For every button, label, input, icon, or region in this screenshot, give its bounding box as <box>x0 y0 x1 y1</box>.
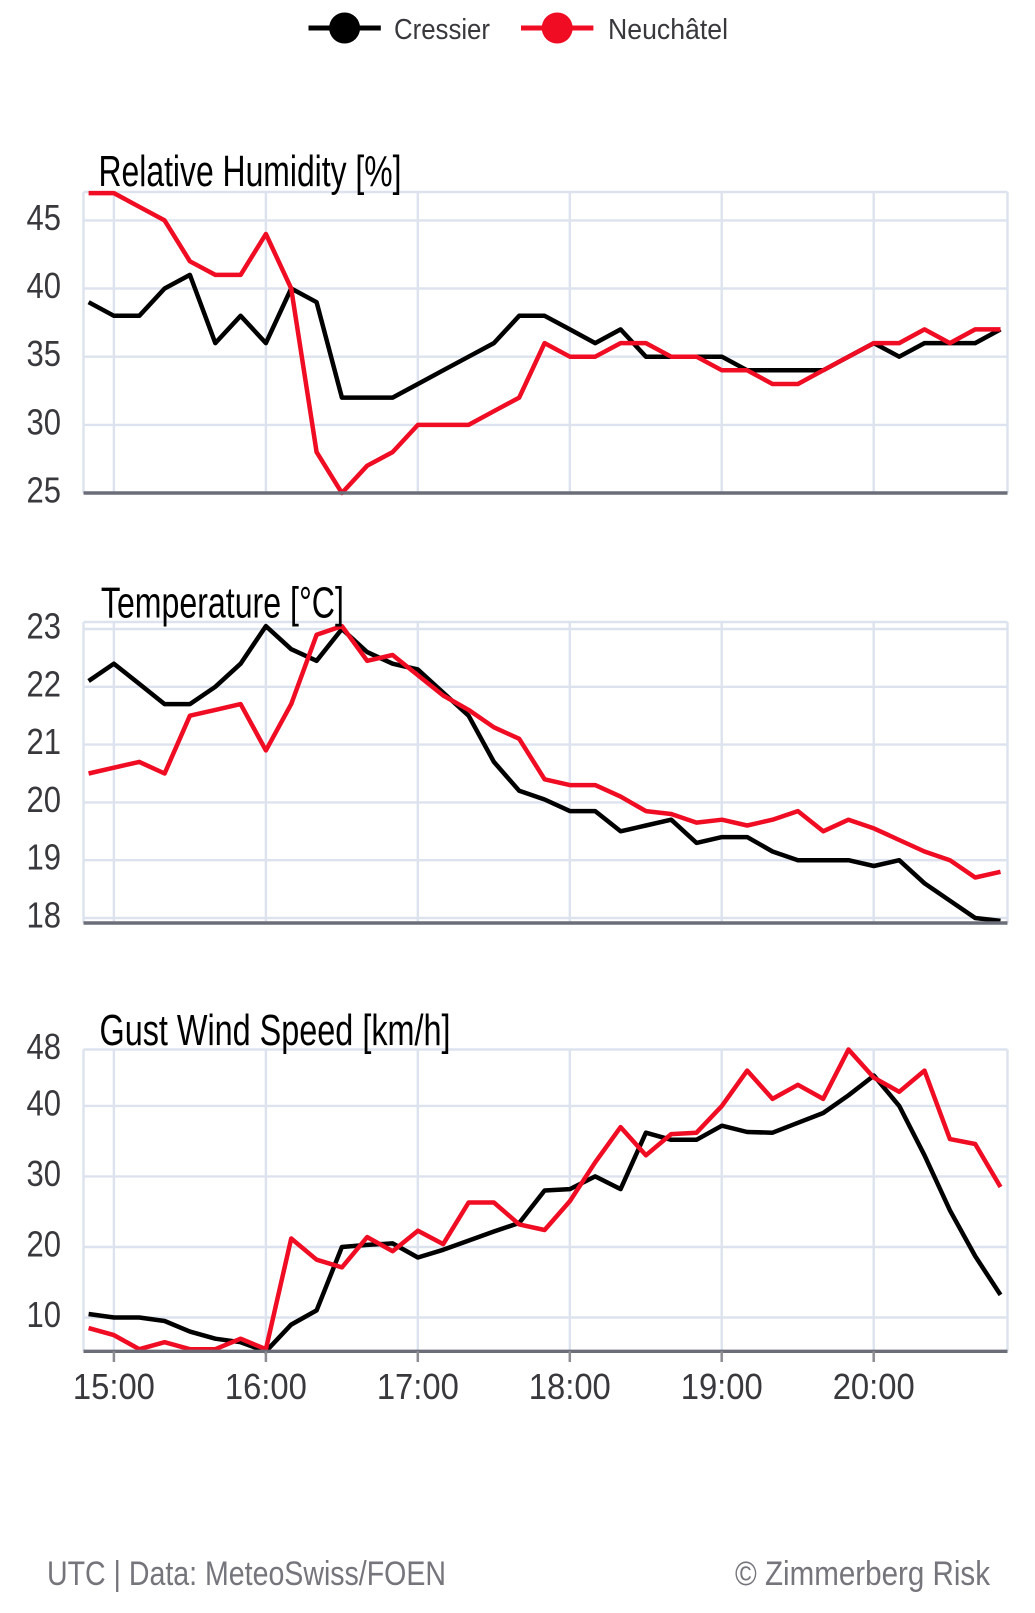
svg-text:Relative Humidity [%]: Relative Humidity [%] <box>99 148 402 196</box>
svg-text:17:00: 17:00 <box>377 1366 459 1407</box>
svg-text:15:00: 15:00 <box>73 1366 155 1407</box>
svg-text:10: 10 <box>27 1294 62 1335</box>
svg-text:18:00: 18:00 <box>529 1366 611 1407</box>
svg-text:20: 20 <box>27 779 62 820</box>
svg-text:48: 48 <box>27 1026 62 1067</box>
svg-text:Gust Wind Speed [km/h]: Gust Wind Speed [km/h] <box>100 1007 451 1055</box>
svg-text:Cressier: Cressier <box>394 14 490 46</box>
svg-text:16:00: 16:00 <box>225 1366 307 1407</box>
svg-text:40: 40 <box>27 265 62 306</box>
svg-text:22: 22 <box>27 663 62 704</box>
svg-text:35: 35 <box>27 333 62 374</box>
svg-text:20: 20 <box>27 1223 62 1264</box>
svg-text:45: 45 <box>27 197 62 238</box>
svg-text:40: 40 <box>27 1082 62 1123</box>
svg-text:UTC | Data: MeteoSwiss/FOEN: UTC | Data: MeteoSwiss/FOEN <box>47 1555 446 1593</box>
svg-text:19:00: 19:00 <box>681 1366 763 1407</box>
svg-text:© Zimmerberg Risk: © Zimmerberg Risk <box>735 1555 991 1593</box>
svg-text:18: 18 <box>27 895 62 936</box>
svg-text:19: 19 <box>27 837 62 878</box>
svg-text:30: 30 <box>27 401 62 442</box>
svg-text:25: 25 <box>27 470 62 511</box>
svg-text:Neuchâtel: Neuchâtel <box>608 14 728 46</box>
svg-text:30: 30 <box>27 1153 62 1194</box>
svg-text:23: 23 <box>27 606 62 647</box>
svg-text:21: 21 <box>27 721 62 762</box>
svg-text:Temperature [°C]: Temperature [°C] <box>101 580 344 628</box>
svg-text:20:00: 20:00 <box>833 1366 915 1407</box>
